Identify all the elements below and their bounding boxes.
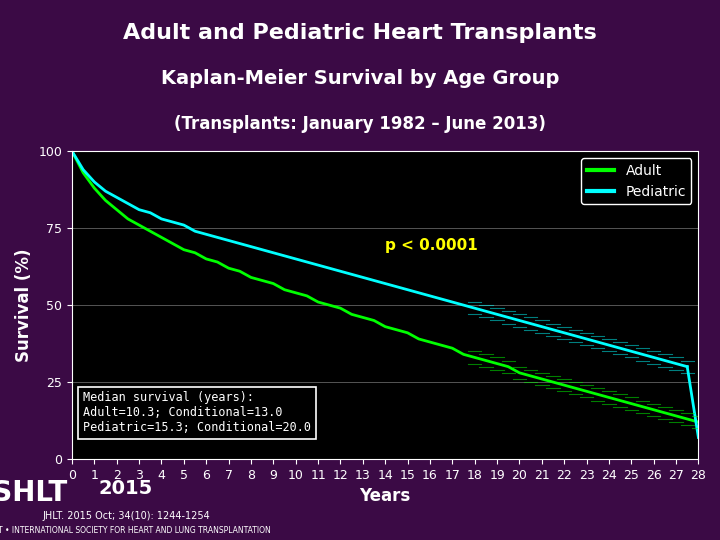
Text: JHLT. 2015 Oct; 34(10): 1244-1254: JHLT. 2015 Oct; 34(10): 1244-1254: [42, 511, 210, 521]
Text: p < 0.0001: p < 0.0001: [385, 238, 478, 253]
X-axis label: Years: Years: [359, 487, 411, 505]
Text: ISHLT • INTERNATIONAL SOCIETY FOR HEART AND LUNG TRANSPLANTATION: ISHLT • INTERNATIONAL SOCIETY FOR HEART …: [0, 526, 271, 535]
Text: Adult and Pediatric Heart Transplants: Adult and Pediatric Heart Transplants: [123, 23, 597, 43]
Text: Kaplan-Meier Survival by Age Group: Kaplan-Meier Survival by Age Group: [161, 69, 559, 88]
Y-axis label: Survival (%): Survival (%): [15, 248, 33, 362]
Legend: Adult, Pediatric: Adult, Pediatric: [581, 158, 691, 204]
Text: 2015: 2015: [99, 480, 153, 498]
Text: Median survival (years):
Adult=10.3; Conditional=13.0
Pediatric=15.3; Conditiona: Median survival (years): Adult=10.3; Con…: [84, 392, 311, 434]
Text: (Transplants: January 1982 – June 2013): (Transplants: January 1982 – June 2013): [174, 115, 546, 133]
Text: ISHLT: ISHLT: [0, 480, 68, 508]
